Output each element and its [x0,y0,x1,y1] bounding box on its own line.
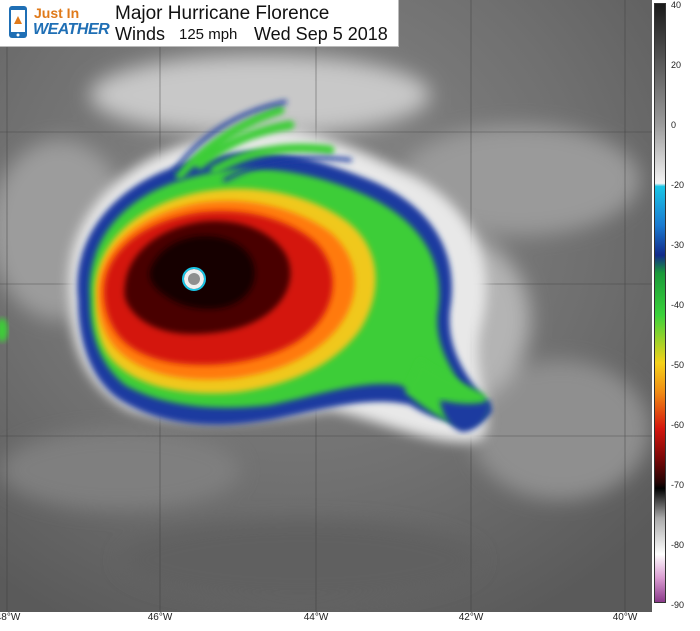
title-panel: Just In WEATHER Major Hurricane Florence… [0,0,399,47]
colorbar-tick-minus40: -40 [671,300,685,310]
logo-text-just-in: Just In [34,5,80,21]
image-date: Wed Sep 5 2018 [254,24,388,44]
lon-label-42w: 42°W [458,612,484,623]
satellite-map [0,0,652,612]
temperature-colorbar [654,3,666,603]
colorbar-tick-minus50: -50 [671,360,685,370]
winds-value: 125 mph [179,26,238,43]
winds-label: Winds [115,24,166,44]
infrared-satellite-image [0,0,652,612]
hurricane-florence [0,100,492,443]
lon-label-44w: 44°W [303,612,329,623]
colorbar-tick-minus80: -80 [671,540,685,550]
lon-label-46w: 46°W [147,612,173,623]
lon-label-40w: 40°W [612,612,638,623]
lon-label-48w: 48°W [0,612,21,623]
colorbar-tick-20: 20 [671,60,682,70]
phone-icon [9,6,27,38]
colorbar-tick-0: 0 [671,120,677,130]
colorbar-tick-40: 40 [671,0,682,10]
just-in-weather-logo: Just In WEATHER [6,4,110,42]
colorbar-tick-minus70: -70 [671,480,685,490]
colorbar-tick-minus60: -60 [671,420,685,430]
colorbar-tick-minus20: -20 [671,180,685,190]
logo-text-weather: WEATHER [33,21,110,38]
colorbar-tick-minus90: -90 [671,600,685,610]
colorbar-tick-minus30: -30 [671,240,685,250]
page-title: Major Hurricane Florence [115,3,330,24]
